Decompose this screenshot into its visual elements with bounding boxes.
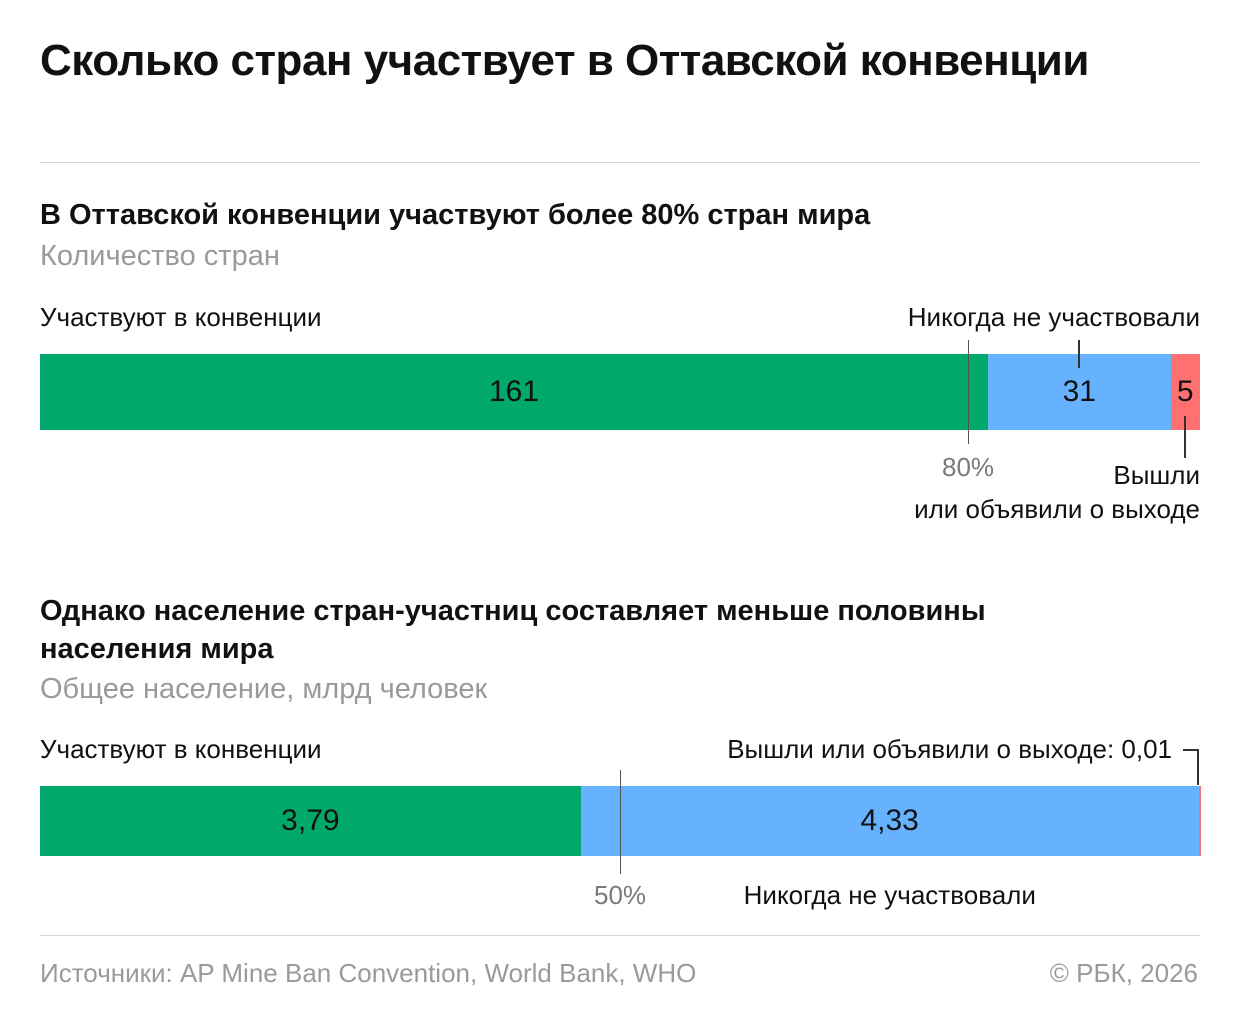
chart1-value-withdrew: 5 <box>1176 375 1194 408</box>
chart1-value-participate: 161 <box>488 375 540 408</box>
chart2-bar-never: 4,33 <box>580 786 1199 856</box>
chart1-label-withdrew-line1: Вышли <box>1113 460 1200 490</box>
page-title: Сколько стран участвует в Оттавской конв… <box>40 36 1089 85</box>
chart1-never-tick <box>1078 340 1081 368</box>
footer-divider <box>40 935 1200 936</box>
chart2-value-participate: 3,79 <box>281 804 340 837</box>
chart1-subheading: Количество стран <box>40 240 280 272</box>
chart1-80pct-label: 80% <box>942 452 995 482</box>
chart2-label-participate: Участвуют в конвенции <box>40 734 322 764</box>
chart2-50pct-marker <box>620 770 621 874</box>
chart2-heading: Однако население стран-участниц составля… <box>40 595 986 665</box>
chart2-withdrew-leader-v <box>1197 749 1199 785</box>
chart2-withdrew-leader-h <box>1183 749 1199 751</box>
chart1-label-withdrew-line2: или объявили о выходе <box>914 494 1200 524</box>
chart2-subheading: Общее население, млрд человек <box>40 673 488 705</box>
chart2-label-withdrew: Вышли или объявили о выходе: 0,01 <box>727 734 1172 764</box>
chart1-value-never: 31 <box>1062 375 1096 408</box>
chart2-stacked-bar: 3,79 4,33 <box>40 786 1201 856</box>
chart1-label-participate: Участвуют в конвенции <box>40 302 322 332</box>
chart1-80pct-marker <box>968 340 969 444</box>
chart2-50pct-label: 50% <box>594 880 647 910</box>
chart1-heading: В Оттавской конвенции участвуют более 80… <box>40 199 871 231</box>
chart2-value-never: 4,33 <box>860 804 919 837</box>
chart2-bar-participate: 3,79 <box>40 786 581 856</box>
footer-source: Источники: AP Mine Ban Convention, World… <box>40 958 697 988</box>
chart2-label-never: Никогда не участвовали <box>743 880 1036 910</box>
footer-copyright: © РБК, 2026 <box>1049 958 1198 988</box>
chart2-bar-withdrew <box>1198 786 1201 856</box>
title-divider <box>40 162 1200 163</box>
chart1-label-never: Никогда не участвовали <box>907 302 1200 332</box>
chart1-bar-participate: 161 <box>40 354 989 430</box>
chart1-withdrew-tick <box>1184 416 1187 458</box>
chart1-stacked-bar: 161 31 5 <box>40 354 1200 430</box>
